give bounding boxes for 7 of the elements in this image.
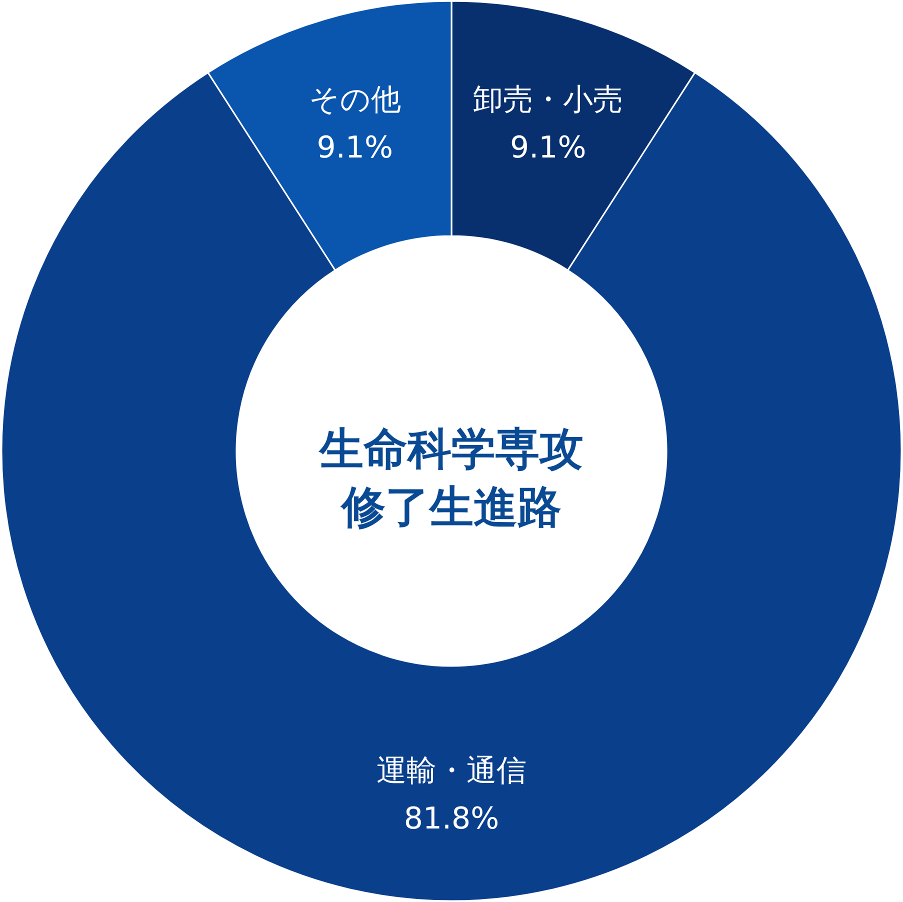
- slice-label: その他: [308, 82, 401, 118]
- data-label: 81.8%: [404, 802, 500, 836]
- data-label: 9.1%: [316, 130, 394, 166]
- slice-label: 運輸・通信: [376, 754, 526, 788]
- data-label: 9.1%: [510, 130, 586, 166]
- text: 生命科学専攻修了生進路: [318, 424, 584, 533]
- slice-label: 卸売・小売: [473, 82, 624, 118]
